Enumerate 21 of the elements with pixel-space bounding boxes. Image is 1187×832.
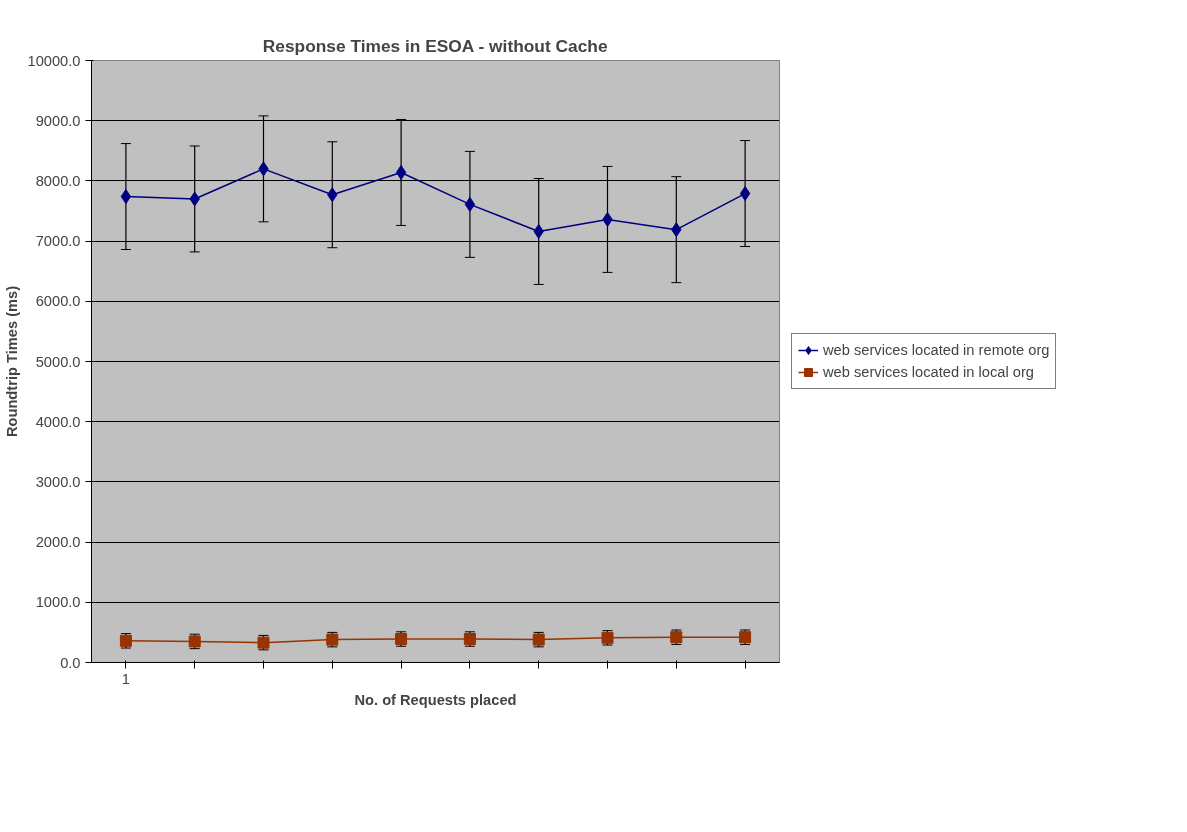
y-tick-label: 6000.0: [35, 293, 81, 310]
y-tick-label: 4000.0: [35, 413, 81, 430]
y-tick-label: 7000.0: [35, 233, 81, 250]
y-tick-label: 5000.0: [35, 353, 81, 370]
y-tick-label: 8000.0: [35, 172, 81, 189]
point: [395, 164, 407, 180]
y-axis-title: Roundtrip Times (ms): [3, 285, 20, 438]
point: [464, 196, 476, 212]
y-tick-label: 0.0: [60, 654, 81, 671]
chart-title: Response Times in ESOA - without Cache: [262, 35, 608, 56]
point: [120, 189, 132, 205]
x-axis-title: No. of Requests placed: [354, 691, 517, 708]
legend-label: web services located in local org: [823, 364, 1034, 380]
y-tick-label: 9000.0: [35, 112, 81, 129]
legend-label: web services located in remote org: [823, 342, 1050, 358]
y-tick-label: 2000.0: [35, 534, 81, 551]
point: [739, 186, 751, 202]
y-tick-label: 3000.0: [35, 473, 81, 490]
x-tick-label: 1: [121, 670, 130, 687]
y-tick-label: 10000.0: [27, 52, 81, 69]
y-tick-label: 1000.0: [35, 594, 81, 611]
